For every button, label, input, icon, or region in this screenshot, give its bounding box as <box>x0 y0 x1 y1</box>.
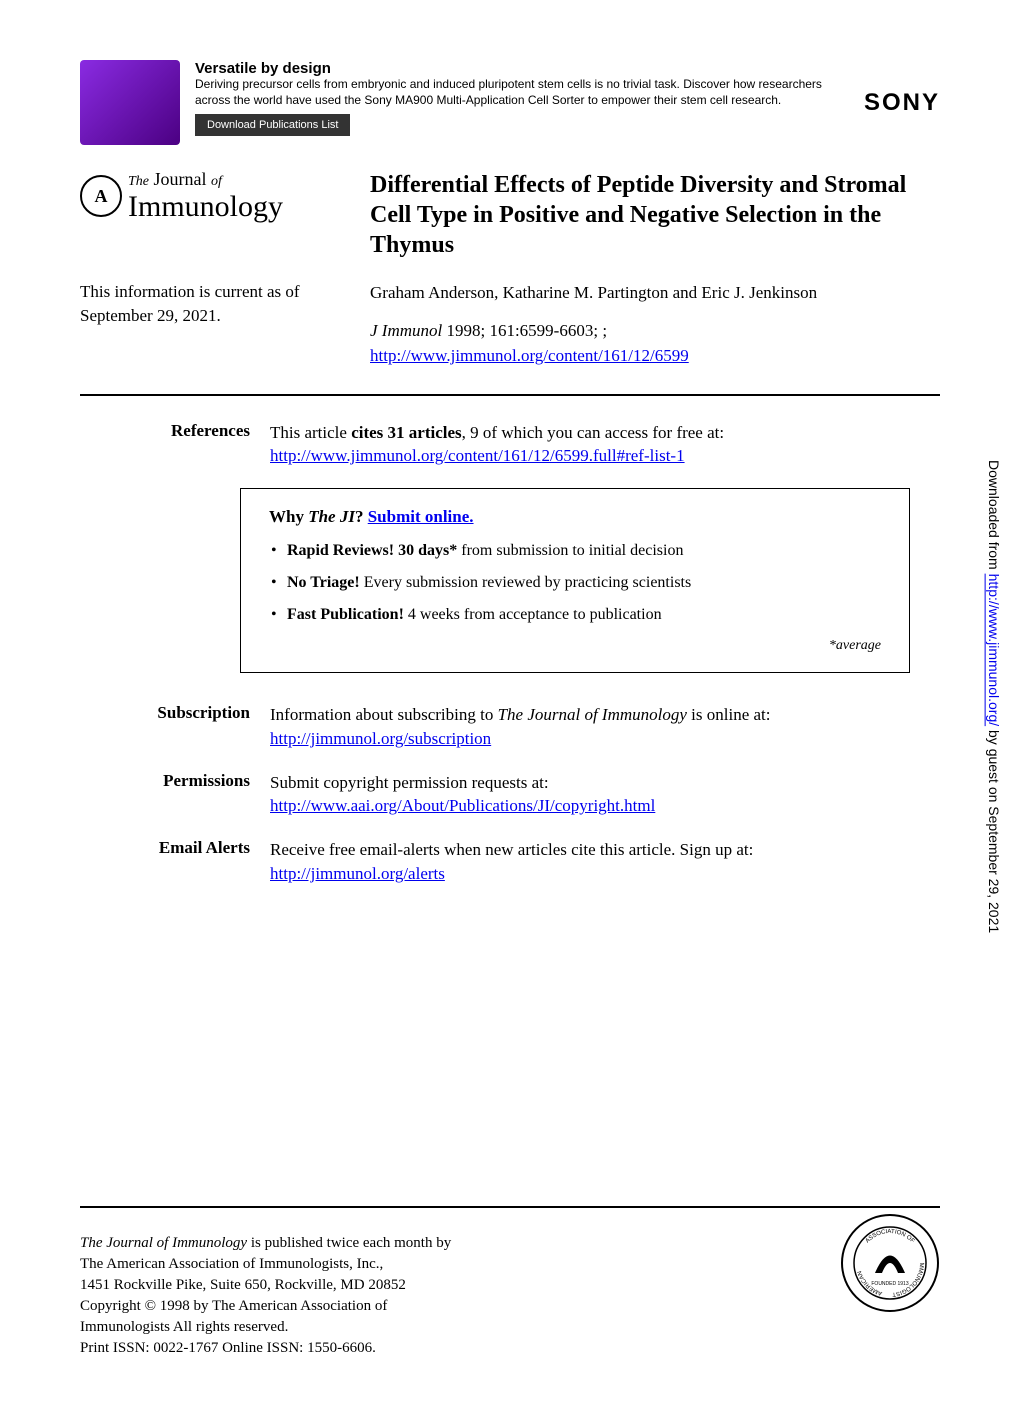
promo-ji: The JI <box>308 507 355 526</box>
sidebar-url[interactable]: http://www.jimmunol.org/ <box>986 574 1002 727</box>
permissions-url[interactable]: http://www.aai.org/About/Publications/JI… <box>270 796 655 815</box>
badge-letter: A <box>95 186 108 207</box>
promo-item-2: No Triage! Every submission reviewed by … <box>269 574 881 592</box>
subscription-row: Subscription Information about subscribi… <box>80 703 940 751</box>
promo-item-3: Fast Publication! 4 weeks from acceptanc… <box>269 606 881 624</box>
promo-item-1-rest: from submission to initial decision <box>457 542 683 559</box>
divider-bottom <box>80 1206 940 1208</box>
article-url[interactable]: http://www.jimmunol.org/content/161/12/6… <box>370 346 689 365</box>
aai-seal: ASSOCIATION OF AMERICAN IMMUNOLOGISTS FO… <box>840 1213 940 1313</box>
of-word: of <box>211 174 222 189</box>
journal-logo: A The Journal of Immunology <box>80 170 340 223</box>
subscription-label: Subscription <box>80 703 250 751</box>
footer-line4: Copyright © 1998 by The American Associa… <box>80 1298 387 1314</box>
sidebar-download-info: Downloaded from http://www.jimmunol.org/… <box>986 460 1002 933</box>
promo-item-3-bold: Fast Publication! <box>287 606 404 623</box>
sidebar-from: Downloaded from <box>986 460 1002 574</box>
citation: J Immunol 1998; 161:6599-6603; ; <box>370 318 940 344</box>
alerts-content: Receive free email-alerts when new artic… <box>270 838 940 886</box>
promo-item-3-rest: 4 weeks from acceptance to publication <box>404 606 662 623</box>
ad-text: Deriving precursor cells from embryonic … <box>195 77 849 108</box>
footer-line6: Print ISSN: 0022-1767 Online ISSN: 1550-… <box>80 1340 376 1356</box>
current-as-of: This information is current as of Septem… <box>80 280 340 369</box>
footer-journal: The Journal of Immunology <box>80 1235 247 1251</box>
ad-banner[interactable]: Versatile by design Deriving precursor c… <box>80 60 940 145</box>
sub-text-after: is online at: <box>687 705 771 724</box>
ref-cites: cites 31 articles <box>351 423 461 442</box>
ref-text-before: This article <box>270 423 351 442</box>
sub-text-before: Information about subscribing to <box>270 705 498 724</box>
footer-text: The Journal of Immunology is published t… <box>80 1233 940 1359</box>
footer-line3: 1451 Rockville Pike, Suite 650, Rockvill… <box>80 1277 406 1293</box>
footer-section: ASSOCIATION OF AMERICAN IMMUNOLOGISTS FO… <box>80 1206 940 1359</box>
svg-text:FOUNDED 1913: FOUNDED 1913 <box>871 1281 908 1287</box>
immunology-word: Immunology <box>128 190 283 223</box>
header-row: A The Journal of Immunology Differential… <box>80 170 940 260</box>
references-label: References <box>80 421 250 469</box>
perm-text: Submit copyright permission requests at: <box>270 773 549 792</box>
divider-top <box>80 394 940 396</box>
promo-item-1-bold: Rapid Reviews! 30 days* <box>287 542 457 559</box>
ad-title: Versatile by design <box>195 60 849 77</box>
subscription-url[interactable]: http://jimmunol.org/subscription <box>270 729 491 748</box>
promo-item-2-bold: No Triage! <box>287 574 360 591</box>
permissions-row: Permissions Submit copyright permission … <box>80 771 940 819</box>
ad-image <box>80 60 180 145</box>
permissions-content: Submit copyright permission requests at:… <box>270 771 940 819</box>
authors-citation: Graham Anderson, Katharine M. Partington… <box>370 280 940 369</box>
permissions-label: Permissions <box>80 771 250 819</box>
footer-line5: Immunologists All rights reserved. <box>80 1319 288 1335</box>
promo-why: Why <box>269 507 308 526</box>
alerts-row: Email Alerts Receive free email-alerts w… <box>80 838 940 886</box>
subscription-content: Information about subscribing to The Jou… <box>270 703 940 751</box>
ad-content: Versatile by design Deriving precursor c… <box>195 60 849 136</box>
ref-text-after: , 9 of which you can access for free at: <box>462 423 724 442</box>
promo-item-1: Rapid Reviews! 30 days* from submission … <box>269 542 881 560</box>
authors: Graham Anderson, Katharine M. Partington… <box>370 280 940 306</box>
promo-title: Why The JI? Submit online. <box>269 507 881 527</box>
alerts-text: Receive free email-alerts when new artic… <box>270 840 753 859</box>
journal-word: Journal <box>154 169 207 189</box>
journal-title: The Journal of Immunology <box>128 170 283 223</box>
references-row: References This article cites 31 article… <box>80 421 940 469</box>
promo-footer: *average <box>269 638 881 654</box>
promo-list: Rapid Reviews! 30 days* from submission … <box>269 542 881 624</box>
references-url[interactable]: http://www.jimmunol.org/content/161/12/6… <box>270 446 685 465</box>
references-content: This article cites 31 articles, 9 of whi… <box>270 421 940 469</box>
sub-journal: The Journal of Immunology <box>498 705 687 724</box>
footer-line1-after: is published twice each month by <box>247 1235 451 1251</box>
alerts-url[interactable]: http://jimmunol.org/alerts <box>270 864 445 883</box>
sony-logo: SONY <box>864 89 940 117</box>
citation-rest: 1998; 161:6599-6603; ; <box>442 321 607 340</box>
sidebar-guest: by guest on September 29, 2021 <box>986 726 1002 933</box>
citation-journal: J Immunol <box>370 321 442 340</box>
info-row: This information is current as of Septem… <box>80 280 940 369</box>
promo-submit-link[interactable]: Submit online. <box>368 507 474 526</box>
promo-item-2-rest: Every submission reviewed by practicing … <box>360 574 691 591</box>
ad-download-button[interactable]: Download Publications List <box>195 114 350 136</box>
promo-question: ? <box>355 507 368 526</box>
journal-badge: A <box>80 175 122 217</box>
alerts-label: Email Alerts <box>80 838 250 886</box>
the-word: The <box>128 174 149 189</box>
promo-box: Why The JI? Submit online. Rapid Reviews… <box>240 488 910 673</box>
footer-line2: The American Association of Immunologist… <box>80 1256 383 1272</box>
seal-icon: ASSOCIATION OF AMERICAN IMMUNOLOGISTS FO… <box>840 1213 940 1313</box>
article-title: Differential Effects of Peptide Diversit… <box>370 170 940 260</box>
